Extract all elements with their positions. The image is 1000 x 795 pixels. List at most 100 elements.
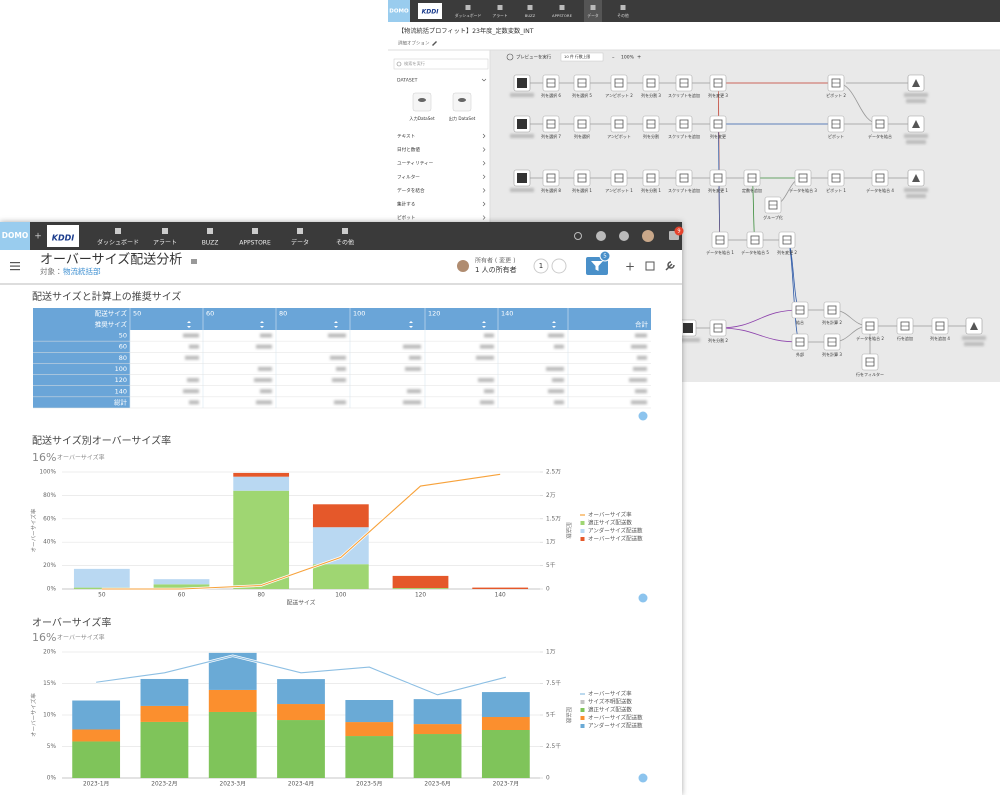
- nav-item[interactable]: その他: [336, 239, 354, 247]
- column-header[interactable]: 50: [133, 310, 141, 318]
- blurred-cell: [260, 333, 272, 338]
- nav-icon: [252, 228, 258, 234]
- add-button[interactable]: +: [625, 260, 635, 274]
- etl-node-label: データを結合 2: [856, 335, 884, 341]
- column-header[interactable]: 120: [428, 310, 440, 318]
- etl-node-label: データを結合 1: [706, 249, 734, 255]
- legend-label[interactable]: オーバーサイズ配送数: [588, 714, 643, 722]
- nav-item[interactable]: ダッシュボード: [455, 13, 482, 18]
- back-subtitle: 詳細オプション: [398, 40, 430, 47]
- preview-button[interactable]: プレビューを実行: [516, 54, 552, 61]
- settings-button[interactable]: [665, 261, 675, 271]
- blurred-label: [904, 188, 928, 192]
- etl-node-label: データを結合 3: [789, 187, 817, 193]
- bar-segment: [72, 729, 121, 742]
- column-header[interactable]: 140: [501, 310, 513, 318]
- nav-item[interactable]: BUZZ: [525, 13, 536, 18]
- nav-item[interactable]: データ: [291, 239, 309, 247]
- total-row-label: 総計: [114, 397, 128, 406]
- lock-icon[interactable]: [191, 259, 197, 264]
- x-tick-label: 50: [98, 593, 106, 599]
- edit-icon[interactable]: [432, 41, 437, 46]
- nav-item[interactable]: その他: [617, 13, 629, 18]
- search-box[interactable]: [393, 58, 489, 70]
- share-icon[interactable]: [551, 258, 567, 274]
- add-icon[interactable]: [596, 231, 606, 241]
- legend-label[interactable]: オーバーサイズ配送数: [588, 535, 643, 543]
- blurred-cell: [631, 344, 647, 349]
- y-tick-label: 40%: [43, 540, 56, 546]
- export-button[interactable]: [645, 261, 655, 271]
- blurred-label: [676, 338, 700, 342]
- share-count-bg[interactable]: [533, 258, 549, 274]
- tile-category[interactable]: フィルター: [397, 173, 420, 180]
- tile-category[interactable]: テキスト: [397, 134, 415, 140]
- avatar[interactable]: [642, 230, 654, 242]
- tile-category[interactable]: ユーティリティー: [397, 161, 434, 167]
- sort-icon: [260, 321, 264, 328]
- front-logo[interactable]: DOMO: [2, 231, 28, 240]
- front-header: [0, 222, 682, 250]
- legend-label[interactable]: アンダーサイズ配送数: [588, 527, 643, 535]
- etl-node-label: グループ化: [763, 214, 783, 220]
- help-icon[interactable]: [638, 593, 648, 603]
- nav-item[interactable]: ダッシュボード: [97, 239, 139, 247]
- legend-label[interactable]: オーバーサイズ率: [588, 690, 632, 698]
- bar-segment: [208, 711, 257, 778]
- legend-label[interactable]: 適正サイズ配送数: [588, 706, 632, 714]
- preview-icon[interactable]: [506, 53, 514, 61]
- blurred-label: [510, 134, 534, 138]
- nav-item[interactable]: データ: [587, 13, 599, 18]
- bar-segment: [345, 722, 394, 737]
- bar-segment: [73, 587, 130, 589]
- zoom-out[interactable]: –: [612, 55, 615, 61]
- dataset-item[interactable]: 入力DataSet: [409, 115, 435, 122]
- menu-icon[interactable]: [10, 262, 20, 271]
- front-brand: KDDI: [52, 234, 74, 243]
- nav-item[interactable]: BUZZ: [202, 240, 219, 247]
- nav-item[interactable]: アラート: [153, 240, 177, 247]
- blurred-cell: [629, 378, 647, 383]
- table-header: [33, 308, 651, 330]
- menu-bar: [10, 269, 20, 271]
- tile-category[interactable]: 集計する: [397, 201, 415, 208]
- blurred-label: [906, 140, 926, 144]
- zoom-level: 100%: [621, 55, 635, 61]
- legend-label[interactable]: サイズ不明配送数: [588, 698, 632, 706]
- nav-item[interactable]: アラート: [492, 13, 507, 18]
- help-icon[interactable]: [619, 231, 629, 241]
- bar-segment: [312, 504, 369, 528]
- rows-label[interactable]: 10 件 行数上限: [564, 54, 590, 59]
- dataset-item[interactable]: 出力 DataSet: [449, 115, 476, 122]
- legend-label[interactable]: オーバーサイズ率: [588, 511, 632, 519]
- owner-label[interactable]: 所有者 ( 変更 ): [475, 257, 515, 265]
- tile-category[interactable]: ピボット: [397, 214, 415, 221]
- legend-label[interactable]: アンダーサイズ配送数: [588, 722, 643, 730]
- target-link[interactable]: 物流統括部: [63, 266, 101, 276]
- owner-avatar[interactable]: [457, 260, 469, 272]
- column-header[interactable]: 80: [279, 310, 287, 318]
- column-header[interactable]: 60: [206, 310, 214, 318]
- row-label: 100: [115, 365, 127, 373]
- zoom-in[interactable]: +: [637, 55, 641, 61]
- rows-select[interactable]: [560, 52, 604, 62]
- etl-node-label: 列を変更 2: [777, 249, 797, 255]
- nav-icon: [590, 5, 596, 10]
- y2-tick-label: 2.5千: [546, 742, 561, 750]
- etl-node-label: 列を変更 3: [708, 92, 728, 98]
- summary-label: オーバーサイズ率: [57, 634, 105, 642]
- column-header[interactable]: 100: [353, 310, 365, 318]
- tile-category[interactable]: 日付と数値: [397, 146, 420, 153]
- total-col-header: 合計: [635, 320, 649, 329]
- y2-tick-label: 2万: [546, 492, 556, 499]
- search-icon[interactable]: [574, 232, 582, 240]
- blurred-cell: [480, 344, 494, 349]
- blurred-label: [904, 93, 928, 97]
- help-icon[interactable]: [638, 411, 648, 421]
- help-icon[interactable]: [638, 773, 648, 783]
- legend-label[interactable]: 適正サイズ配送数: [588, 519, 632, 527]
- tile-category[interactable]: データを結合: [397, 187, 425, 194]
- legend-marker: [580, 724, 585, 728]
- nav-item[interactable]: APPSTORE: [239, 240, 271, 247]
- nav-item[interactable]: APPSTORE: [552, 13, 573, 18]
